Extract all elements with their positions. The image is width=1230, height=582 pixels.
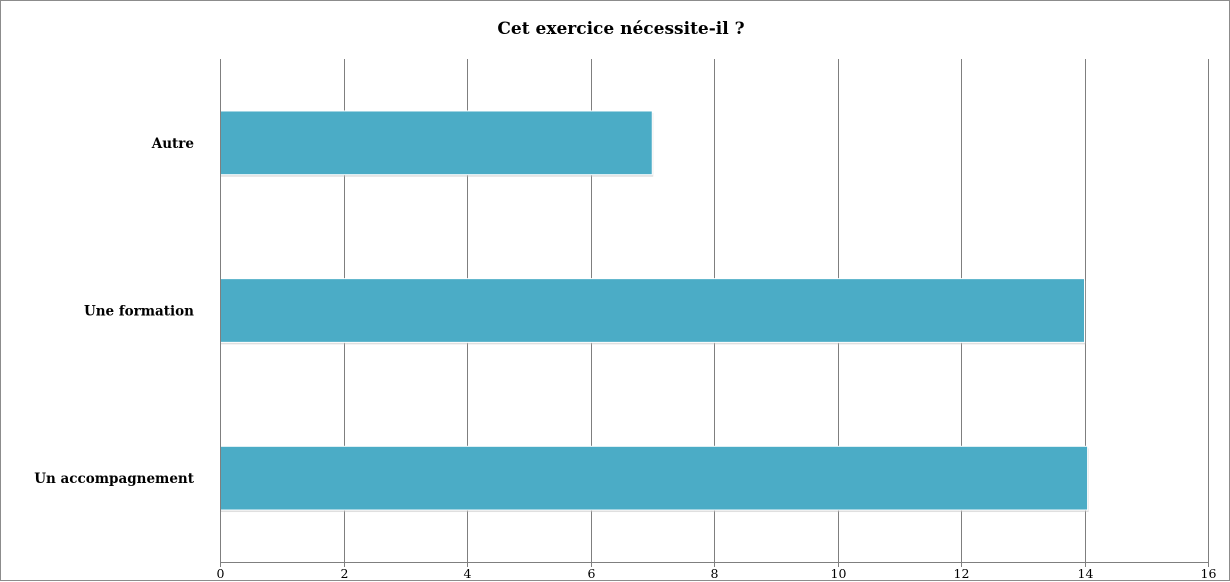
x-tick-label: 14: [1078, 566, 1094, 581]
x-tick-label: 8: [711, 566, 719, 581]
category-label: Une formation: [84, 304, 194, 320]
bar-une-formation: [219, 278, 1085, 343]
x-tick-label: 4: [464, 566, 472, 581]
category-label: Autre: [151, 136, 194, 152]
x-tick-label: 6: [588, 566, 596, 581]
bar-un-accompagnement: [219, 445, 1089, 511]
bar-autre: [219, 110, 653, 176]
x-tick-label: 0: [217, 566, 225, 581]
axes: [220, 59, 1209, 567]
bars: [219, 110, 1089, 513]
chart-title: Cet exercice nécessite-il ?: [497, 19, 744, 39]
x-tick-label: 12: [954, 566, 970, 581]
category-label: Un accompagnement: [34, 471, 194, 487]
category-labels: Autre Une formation Un accompagnement: [34, 136, 194, 487]
tick-labels: 0 2 4 6 8 10 12 14 16: [217, 566, 1217, 581]
x-tick-label: 16: [1201, 566, 1217, 581]
x-tick-label: 10: [831, 566, 847, 581]
x-tick-label: 2: [341, 566, 349, 581]
